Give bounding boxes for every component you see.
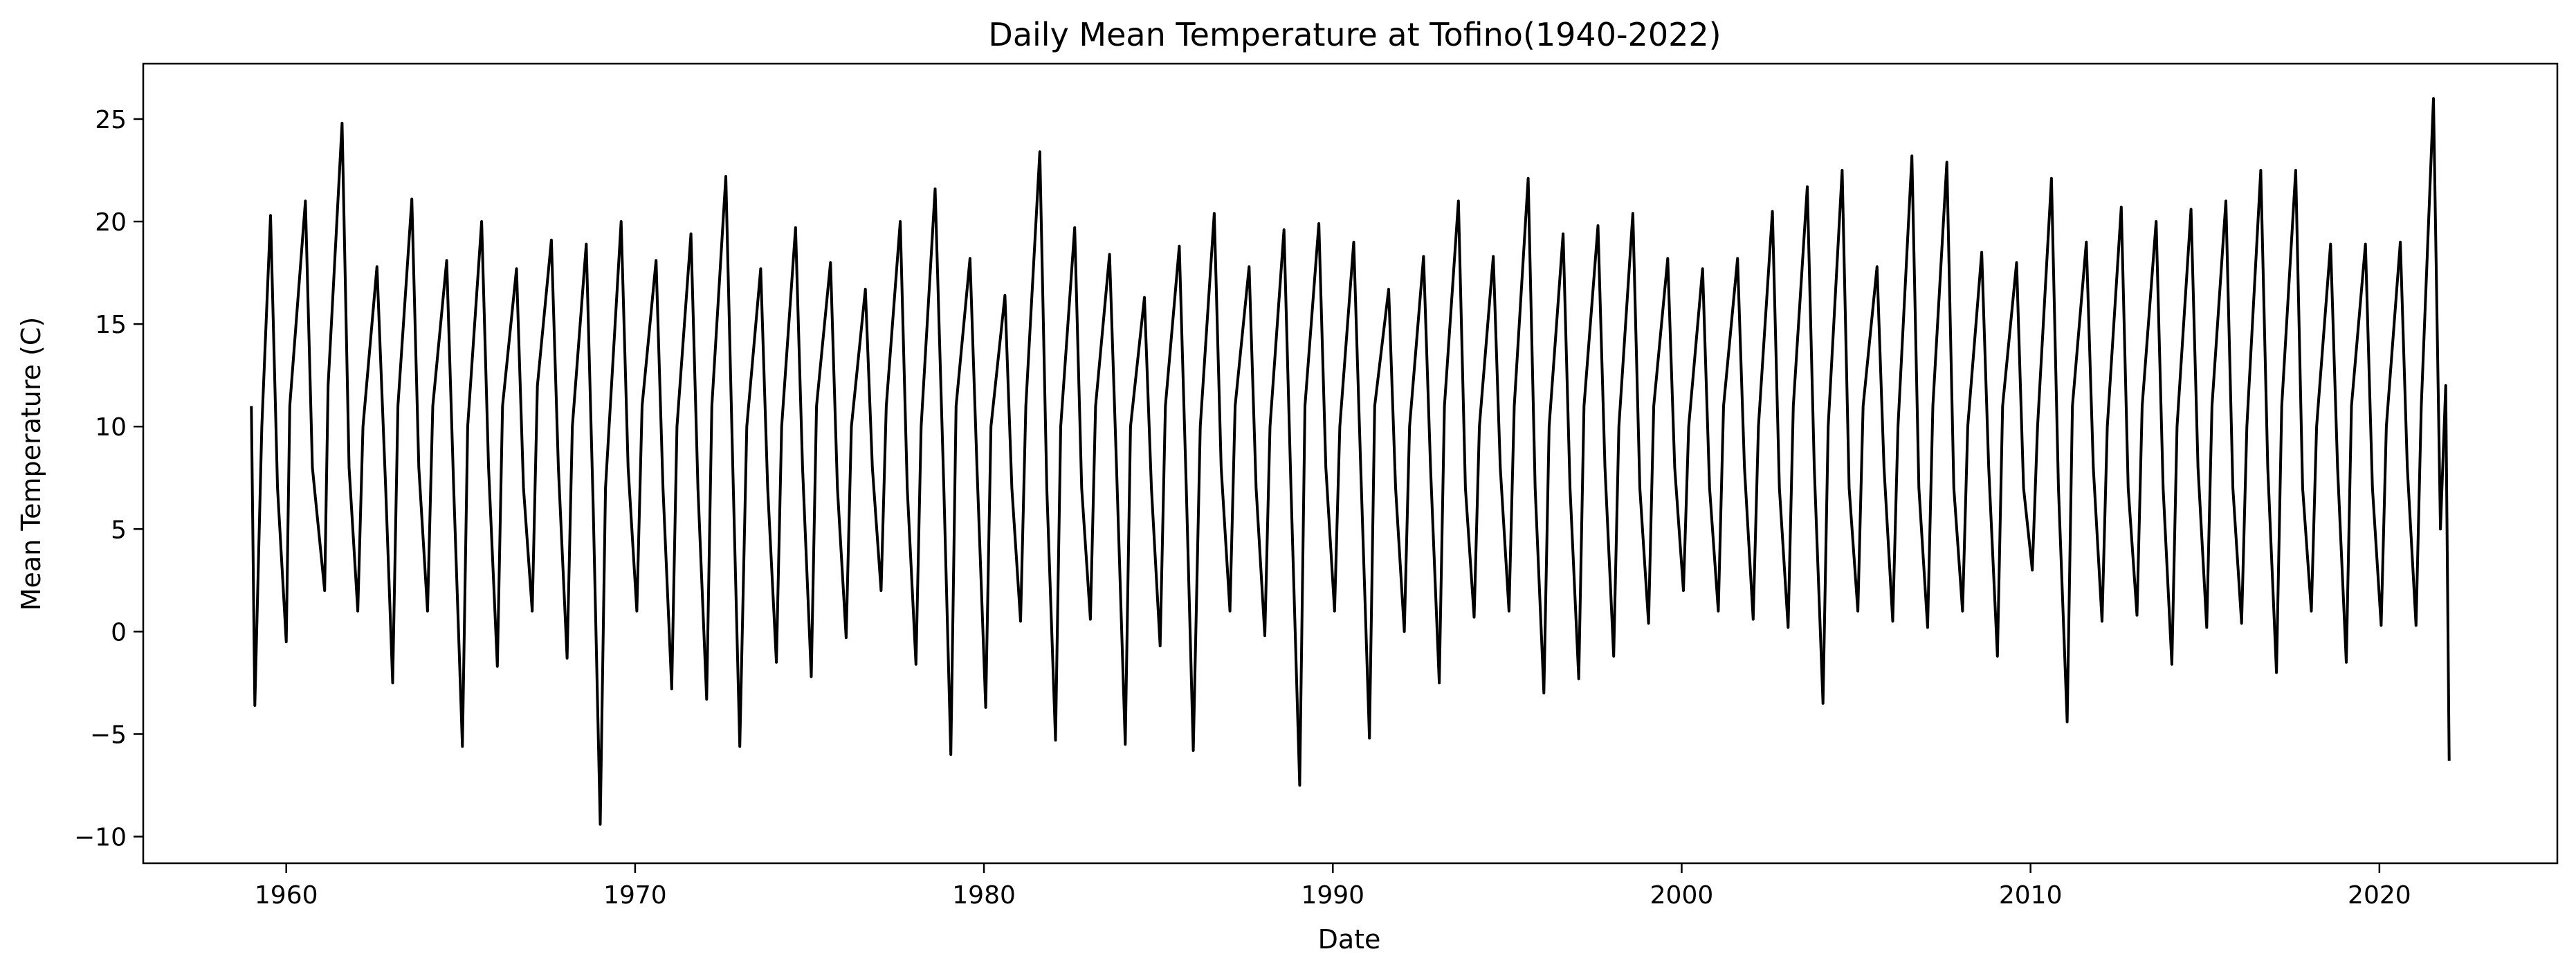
y-tick-label: 10 [95, 413, 127, 442]
x-tick-label: 1980 [952, 881, 1016, 910]
y-tick-label: 0 [111, 618, 127, 647]
y-tick-label: 20 [95, 208, 127, 237]
series-line [250, 97, 2451, 826]
y-axis-label: Mean Temperature (C) [16, 317, 46, 611]
x-axis: 1960 1970 1980 1990 2000 2010 2020 [255, 863, 2411, 910]
x-axis-label: Date [1318, 924, 1381, 955]
x-tick-label: 2020 [2348, 881, 2411, 910]
chart-title: Daily Mean Temperature at Tofino(1940-20… [988, 16, 1721, 53]
y-tick-label: 15 [95, 311, 127, 339]
x-tick-label: 1990 [1301, 881, 1364, 910]
y-tick-label: 25 [95, 106, 127, 134]
x-tick-label: 1960 [255, 881, 318, 910]
plot-frame [142, 62, 2559, 865]
series-layer [250, 97, 2451, 826]
x-tick-label: 2000 [1650, 881, 1714, 910]
y-tick-label: −10 [74, 824, 127, 852]
y-axis: −10 −5 0 5 10 15 20 25 [74, 106, 143, 852]
y-tick-label: 5 [111, 516, 127, 544]
x-tick-label: 2010 [1999, 881, 2063, 910]
x-tick-label: 1970 [603, 881, 667, 910]
y-tick-label: −5 [90, 721, 127, 749]
